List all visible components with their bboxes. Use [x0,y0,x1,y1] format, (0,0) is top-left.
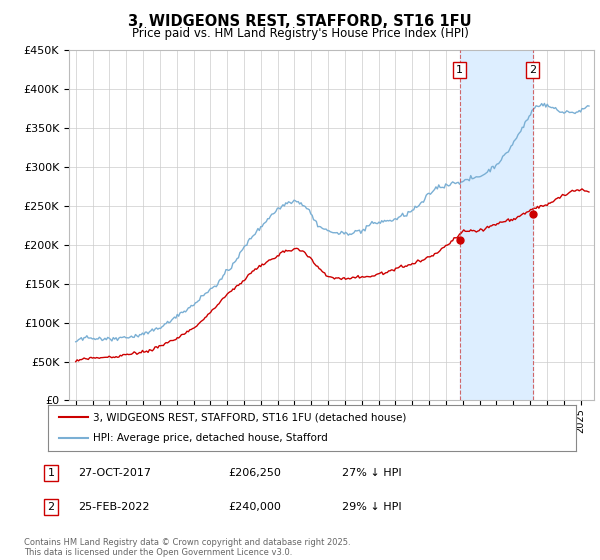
Text: 25-FEB-2022: 25-FEB-2022 [78,502,149,512]
Text: 27-OCT-2017: 27-OCT-2017 [78,468,151,478]
Text: HPI: Average price, detached house, Stafford: HPI: Average price, detached house, Staf… [93,433,328,444]
Text: 2: 2 [529,65,536,75]
Text: £240,000: £240,000 [228,502,281,512]
Text: Contains HM Land Registry data © Crown copyright and database right 2025.
This d: Contains HM Land Registry data © Crown c… [24,538,350,557]
Bar [460,50,533,400]
Text: 29% ↓ HPI: 29% ↓ HPI [342,502,401,512]
Text: 1: 1 [47,468,55,478]
Text: Price paid vs. HM Land Registry's House Price Index (HPI): Price paid vs. HM Land Registry's House … [131,27,469,40]
Text: 3, WIDGEONS REST, STAFFORD, ST16 1FU (detached house): 3, WIDGEONS REST, STAFFORD, ST16 1FU (de… [93,412,406,422]
Text: 27% ↓ HPI: 27% ↓ HPI [342,468,401,478]
Text: £206,250: £206,250 [228,468,281,478]
Text: 1: 1 [456,65,463,75]
Text: 3, WIDGEONS REST, STAFFORD, ST16 1FU: 3, WIDGEONS REST, STAFFORD, ST16 1FU [128,14,472,29]
Text: 2: 2 [47,502,55,512]
